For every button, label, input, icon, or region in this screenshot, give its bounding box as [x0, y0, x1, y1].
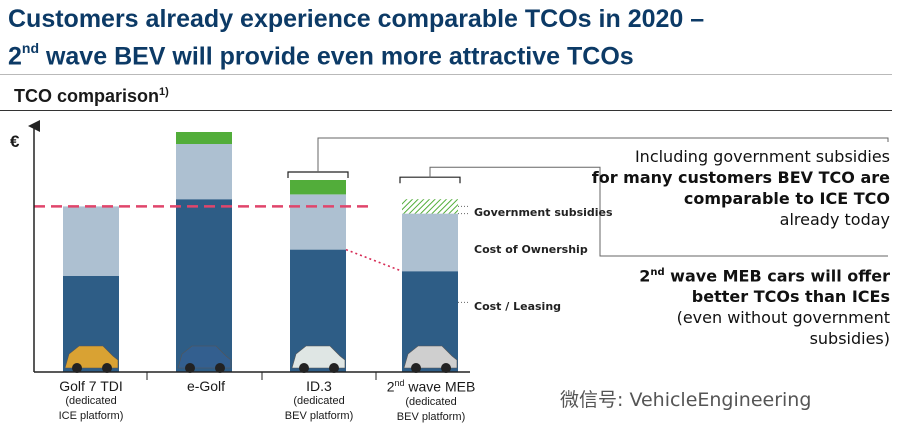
car-wheel-icon	[185, 363, 195, 373]
bracket-id3	[287, 171, 349, 178]
car-wheel-icon	[72, 363, 82, 373]
bars-layer	[63, 132, 458, 373]
segment-label-subsidies: Government subsidies	[474, 206, 613, 219]
car-icon	[291, 345, 346, 369]
car-wheel-icon	[329, 363, 339, 373]
watermark: 微信号: VehicleEngineering	[560, 389, 812, 411]
category-note: (dedicated	[65, 395, 117, 407]
category-label-e-golf: e-Golf	[141, 378, 271, 394]
category-note: (dedicated	[405, 395, 457, 408]
slide-title: Customers already experience comparable …	[8, 4, 903, 72]
chart-title-divider	[0, 110, 892, 111]
bar-cost-leasing	[176, 199, 232, 372]
bar-cost-of-ownership	[63, 206, 119, 276]
segment-label-ownership: Cost of Ownership	[474, 243, 588, 256]
callout-1-line-2: for many customers BEV TCO are	[591, 168, 890, 187]
category-note: BEV platform)	[284, 410, 354, 422]
category-label-meb: 2nd wave MEB (dedicated BEV platform)	[366, 378, 496, 425]
annotation-layer	[34, 137, 889, 303]
category-name: 2nd wave MEB	[386, 378, 476, 395]
callout-connector-meb	[429, 166, 888, 257]
segment-label-leasing: Cost / Leasing	[474, 300, 562, 313]
category-name: ID.3	[306, 378, 332, 394]
bar-government-subsidies	[176, 132, 232, 144]
car-icon	[64, 345, 119, 369]
category-note: BEV platform)	[396, 410, 466, 423]
callout-1-line-1: Including government subsidies	[634, 147, 890, 166]
callout-2-line-4: subsidies)	[809, 329, 890, 349]
callout-1-line-4: already today	[779, 210, 890, 229]
car-icon	[177, 345, 232, 369]
category-name: e-Golf	[186, 378, 226, 394]
bar-cost-of-ownership	[176, 144, 232, 200]
y-axis-label: €	[10, 132, 20, 151]
category-note: ICE platform)	[58, 410, 124, 422]
category-name: Golf 7 TDI	[59, 378, 123, 394]
callout-2-line-3: (even without government	[676, 308, 890, 328]
callout-1-line-3: comparable to ICE TCO	[683, 189, 890, 208]
car-wheel-icon	[299, 363, 309, 373]
car-wheel-icon	[411, 363, 421, 373]
car-icon	[403, 345, 458, 369]
bracket-meb	[399, 176, 461, 184]
category-label-golf-tdi: Golf 7 TDI (dedicated ICE platform)	[26, 378, 156, 424]
chart-title: TCO comparison1)	[14, 86, 169, 106]
category-label-id3: ID.3 (dedicated BEV platform)	[254, 378, 384, 424]
bar-cost-of-ownership	[402, 213, 458, 272]
callout-2-line-2: better TCOs than ICEs	[691, 287, 890, 307]
category-note: (dedicated	[293, 395, 345, 407]
callout-2-line-1: 2nd wave MEB cars will offer	[639, 266, 890, 286]
title-line-1: Customers already experience comparable …	[8, 5, 705, 33]
callout-meb: 2nd wave MEB cars will offer better TCOs…	[590, 262, 890, 349]
leasing-connector	[345, 248, 403, 272]
callout-connector-id3	[317, 137, 889, 172]
bar-government-subsidies	[290, 180, 346, 195]
title-line-2: 2nd wave BEV will provide even more attr…	[8, 40, 634, 71]
title-divider	[0, 74, 892, 75]
bar-government-subsidies	[402, 199, 458, 214]
car-wheel-icon	[215, 363, 225, 373]
car-wheel-icon	[441, 363, 451, 373]
car-wheel-icon	[102, 363, 112, 373]
callout-subsidies: Including government subsidies for many …	[590, 146, 890, 230]
bar-cost-of-ownership	[290, 194, 346, 250]
